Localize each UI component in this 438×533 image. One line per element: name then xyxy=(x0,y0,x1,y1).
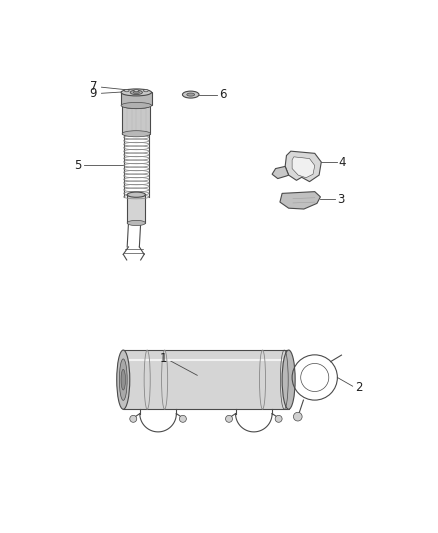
Ellipse shape xyxy=(121,89,152,96)
Polygon shape xyxy=(280,192,321,209)
Circle shape xyxy=(130,415,137,422)
Text: 1: 1 xyxy=(159,352,167,365)
Text: 6: 6 xyxy=(219,88,226,101)
Ellipse shape xyxy=(187,93,194,96)
Polygon shape xyxy=(292,157,315,177)
Text: 4: 4 xyxy=(339,156,346,168)
Text: 9: 9 xyxy=(90,87,97,100)
Ellipse shape xyxy=(119,359,127,400)
Ellipse shape xyxy=(127,192,145,197)
Ellipse shape xyxy=(122,131,150,137)
Bar xyxy=(121,92,152,106)
Circle shape xyxy=(293,413,302,421)
Ellipse shape xyxy=(122,102,150,109)
Ellipse shape xyxy=(121,102,152,109)
Polygon shape xyxy=(272,166,289,179)
Bar xyxy=(122,106,150,134)
Text: 2: 2 xyxy=(355,381,362,393)
Ellipse shape xyxy=(282,350,295,409)
Circle shape xyxy=(226,415,233,422)
Bar xyxy=(127,195,145,223)
Ellipse shape xyxy=(133,91,139,93)
Circle shape xyxy=(275,415,282,422)
Ellipse shape xyxy=(183,91,199,98)
Polygon shape xyxy=(285,151,321,182)
Ellipse shape xyxy=(127,220,145,225)
Text: 3: 3 xyxy=(337,192,345,206)
Ellipse shape xyxy=(134,90,139,92)
Ellipse shape xyxy=(121,369,125,390)
Text: 5: 5 xyxy=(74,159,82,172)
Circle shape xyxy=(180,415,186,422)
Ellipse shape xyxy=(117,350,130,409)
Text: 7: 7 xyxy=(90,80,97,93)
Ellipse shape xyxy=(124,90,129,92)
Ellipse shape xyxy=(144,90,148,92)
Ellipse shape xyxy=(130,90,142,94)
Bar xyxy=(123,350,289,409)
